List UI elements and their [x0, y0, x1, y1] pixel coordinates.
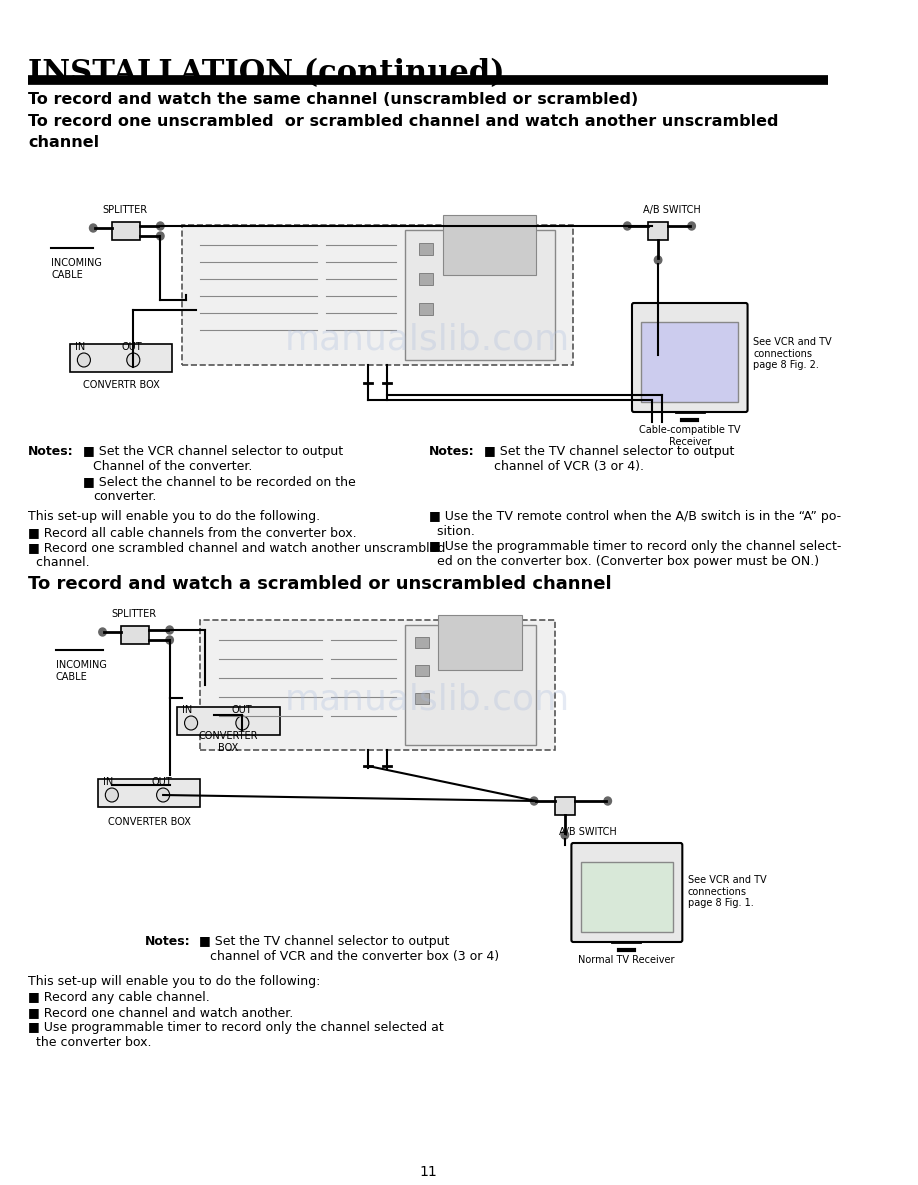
Text: OUT: OUT — [231, 705, 252, 715]
Bar — [415, 638, 429, 648]
Bar — [554, 798, 576, 815]
Text: ■ Use the programmable timer to record only the channel select-: ■ Use the programmable timer to record o… — [429, 540, 841, 553]
Text: OUT: OUT — [121, 342, 141, 352]
Text: manualslib.com: manualslib.com — [285, 324, 570, 357]
Text: IN: IN — [103, 777, 113, 787]
Circle shape — [157, 222, 164, 230]
Text: This set-up will enable you to do the following:: This set-up will enable you to do the fo… — [28, 975, 320, 988]
Text: INCOMING
CABLE: INCOMING CABLE — [51, 258, 102, 280]
Circle shape — [157, 232, 164, 241]
Text: Normal TV Receiver: Normal TV Receiver — [578, 955, 675, 965]
Bar — [420, 303, 433, 315]
Text: Cable-compatible TV
Receiver: Cable-compatible TV Receiver — [639, 425, 741, 447]
Bar — [70, 344, 173, 372]
Text: channel.: channel. — [28, 556, 90, 569]
Circle shape — [157, 788, 170, 802]
Circle shape — [166, 626, 174, 634]
Text: A/B SWITCH: A/B SWITCH — [559, 827, 617, 837]
Circle shape — [236, 716, 249, 730]
Text: ■ Record all cable channels from the converter box.: ■ Record all cable channels from the con… — [28, 526, 356, 539]
Text: To record and watch a scrambled or unscrambled channel: To record and watch a scrambled or unscr… — [28, 575, 611, 592]
Text: A/B SWITCH: A/B SWITCH — [644, 205, 701, 214]
Circle shape — [561, 831, 568, 839]
Text: ■ Use the TV remote control when the A/B switch is in the “A” po-: ■ Use the TV remote control when the A/B… — [429, 510, 841, 523]
Circle shape — [106, 788, 118, 802]
Text: ed on the converter box. (Converter box power must be ON.): ed on the converter box. (Converter box … — [429, 555, 819, 568]
Text: This set-up will enable you to do the following.: This set-up will enable you to do the fo… — [28, 510, 320, 523]
Bar — [98, 779, 200, 807]
Bar — [581, 861, 673, 931]
Circle shape — [623, 222, 631, 230]
Circle shape — [655, 256, 662, 264]
Text: ■ Record any cable channel.: ■ Record any cable channel. — [28, 991, 209, 1004]
Text: Channel of the converter.: Channel of the converter. — [94, 460, 252, 473]
Circle shape — [688, 222, 695, 230]
Text: converter.: converter. — [94, 491, 157, 502]
Circle shape — [99, 628, 106, 636]
Text: OUT: OUT — [152, 777, 173, 787]
Bar — [442, 214, 536, 275]
Bar — [642, 322, 738, 402]
FancyBboxPatch shape — [632, 303, 747, 412]
Text: Notes:: Notes: — [429, 446, 475, 457]
Text: ■ Use programmable timer to record only the channel selected at: ■ Use programmable timer to record only … — [28, 1021, 443, 1035]
Text: ■ Set the TV channel selector to output: ■ Set the TV channel selector to output — [484, 446, 734, 457]
Bar — [112, 222, 140, 241]
Text: Notes:: Notes: — [28, 446, 73, 457]
Circle shape — [127, 353, 140, 367]
Text: INSTALLATION (continued): INSTALLATION (continued) — [28, 58, 505, 89]
Text: ■ Set the TV channel selector to output: ■ Set the TV channel selector to output — [199, 935, 450, 948]
Text: SPLITTER: SPLITTER — [112, 609, 157, 619]
Text: channel of VCR and the converter box (3 or 4): channel of VCR and the converter box (3 … — [209, 950, 498, 963]
Text: To record and watch the same channel (unscrambled or scrambled)
To record one un: To record and watch the same channel (un… — [28, 92, 778, 150]
Text: IN: IN — [182, 705, 192, 715]
Bar — [177, 707, 280, 735]
Text: ■ Record one scrambled channel and watch another unscrambled: ■ Record one scrambled channel and watch… — [28, 542, 445, 555]
Bar — [420, 273, 433, 286]
Text: CONVERTR BOX: CONVERTR BOX — [83, 380, 160, 390]
FancyBboxPatch shape — [571, 843, 682, 942]
Text: sition.: sition. — [429, 525, 475, 538]
Text: the converter box.: the converter box. — [28, 1036, 151, 1049]
Text: Notes:: Notes: — [144, 935, 190, 948]
Text: ■ Select the channel to be recorded on the: ■ Select the channel to be recorded on t… — [83, 475, 355, 488]
Bar — [415, 665, 429, 675]
Text: 11: 11 — [419, 1165, 437, 1179]
Text: CONVERTER BOX: CONVERTER BOX — [107, 816, 191, 827]
Bar — [200, 620, 554, 750]
Text: channel of VCR (3 or 4).: channel of VCR (3 or 4). — [494, 460, 644, 473]
Bar — [121, 626, 149, 643]
Circle shape — [185, 716, 197, 730]
Text: ■ Set the VCR channel selector to output: ■ Set the VCR channel selector to output — [83, 446, 343, 457]
Text: See VCR and TV
connections
page 8 Fig. 2.: See VCR and TV connections page 8 Fig. 2… — [753, 337, 832, 370]
Circle shape — [89, 224, 97, 232]
Text: INCOMING
CABLE: INCOMING CABLE — [56, 660, 106, 681]
Circle shape — [531, 798, 538, 805]
Text: ■ Record one channel and watch another.: ■ Record one channel and watch another. — [28, 1006, 293, 1019]
Bar — [420, 243, 433, 255]
Bar — [406, 624, 536, 745]
Bar — [415, 693, 429, 704]
Text: SPLITTER: SPLITTER — [103, 205, 148, 214]
Bar — [182, 225, 573, 365]
Bar — [406, 230, 554, 360]
Circle shape — [166, 636, 174, 643]
Bar — [438, 615, 522, 670]
Text: CONVERTER
BOX: CONVERTER BOX — [198, 731, 258, 752]
Text: manualslib.com: manualslib.com — [285, 683, 570, 717]
Circle shape — [604, 798, 611, 805]
Text: IN: IN — [74, 342, 84, 352]
Text: See VCR and TV
connections
page 8 Fig. 1.: See VCR and TV connections page 8 Fig. 1… — [688, 875, 767, 908]
Circle shape — [77, 353, 90, 367]
Bar — [648, 222, 668, 241]
